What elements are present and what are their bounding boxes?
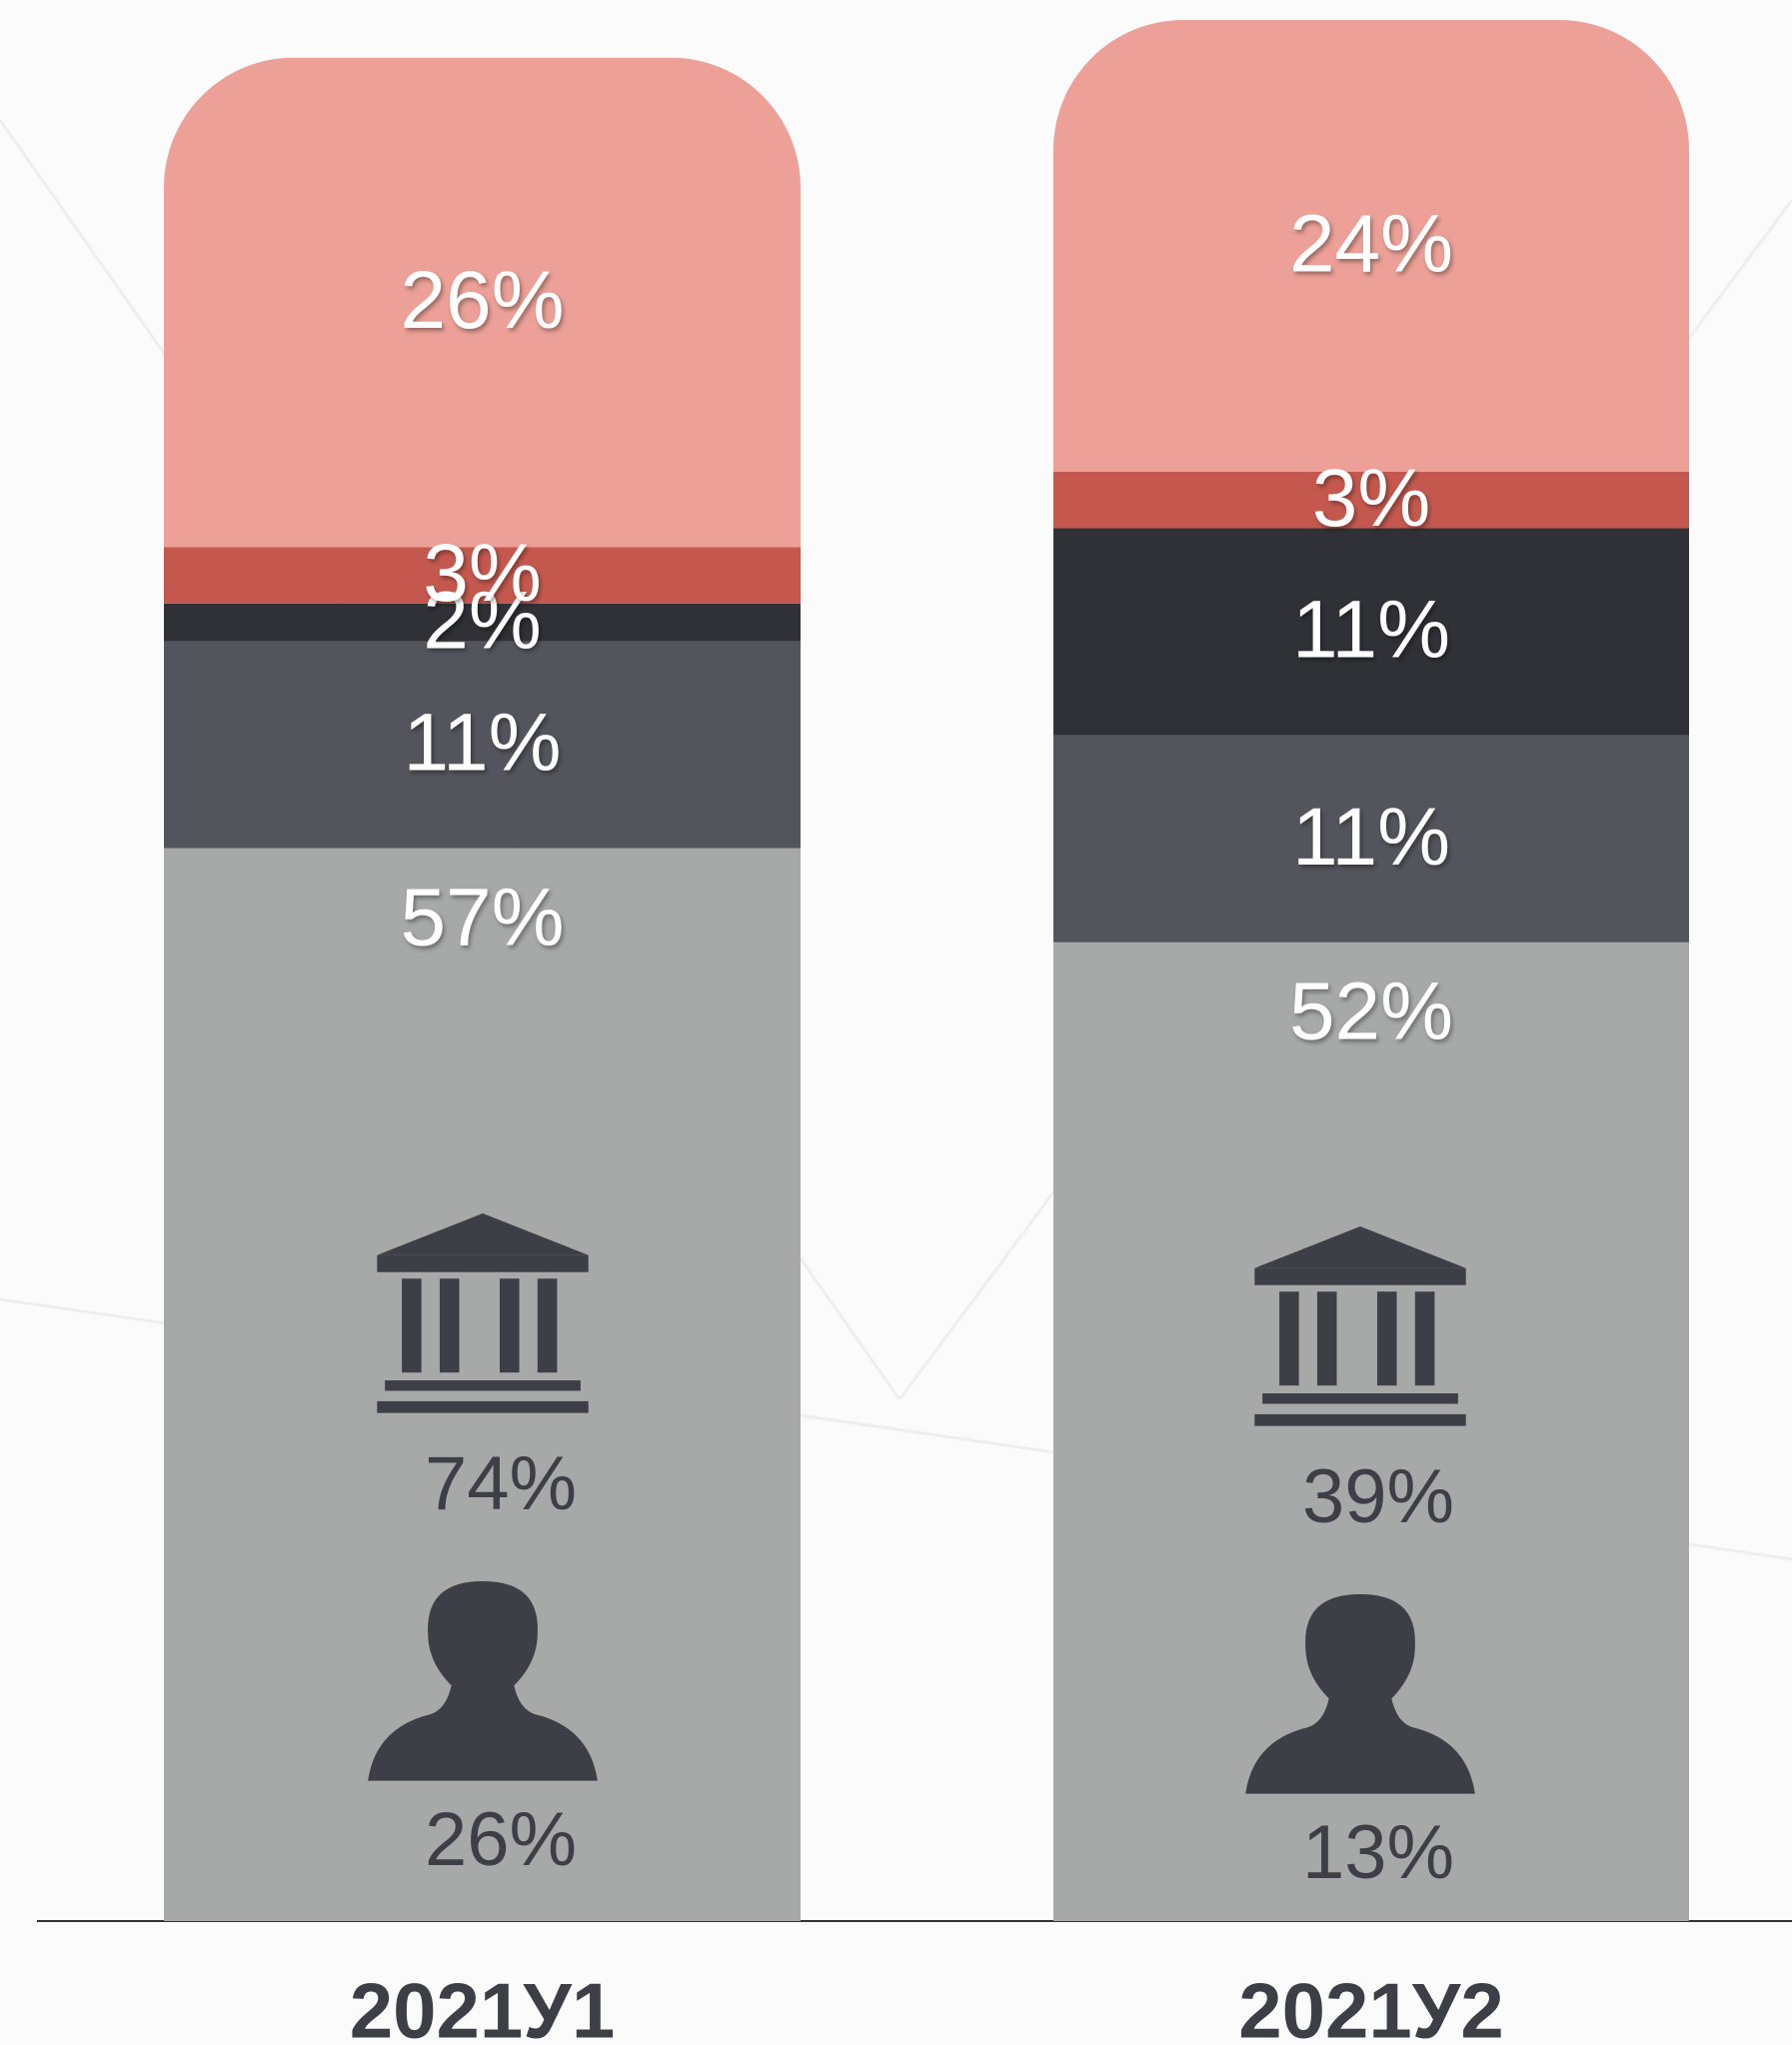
segment-label: 26% xyxy=(400,255,564,346)
person-icon xyxy=(1245,1594,1475,1794)
icon-part xyxy=(1254,1413,1466,1426)
segment-label: 3% xyxy=(423,528,542,619)
institution-icon xyxy=(1254,1226,1466,1426)
icon-part xyxy=(1262,1393,1458,1404)
segment-label: 2% xyxy=(423,575,542,666)
icon-roof xyxy=(377,1213,589,1255)
icon-column xyxy=(439,1278,460,1373)
icon-column xyxy=(499,1278,520,1373)
icon-part xyxy=(377,1400,589,1413)
icon-column xyxy=(1376,1291,1397,1386)
holder-label: 26% xyxy=(425,1797,577,1882)
segment-label: 24% xyxy=(1289,199,1453,290)
icon-part xyxy=(1254,1267,1466,1285)
icon-column xyxy=(402,1278,422,1373)
bar-segment xyxy=(1053,528,1689,736)
x-tick-label: 2021У1 xyxy=(350,1967,615,2045)
bar-segment xyxy=(1053,735,1689,943)
bar-segment xyxy=(1053,471,1689,529)
icon-column xyxy=(1316,1291,1337,1386)
x-tick-label: 2021У2 xyxy=(1238,1967,1503,2045)
bar-segment xyxy=(164,57,801,548)
icon-roof xyxy=(1254,1226,1466,1268)
segment-label: 3% xyxy=(1312,453,1431,544)
bar-segment xyxy=(164,547,801,604)
icon-column xyxy=(537,1278,558,1373)
bar-segment xyxy=(1053,20,1689,472)
institution-icon xyxy=(377,1213,589,1413)
person-icon xyxy=(368,1581,598,1781)
icon-person xyxy=(368,1581,598,1781)
holder-label: 13% xyxy=(1302,1810,1454,1895)
holder-label: 74% xyxy=(425,1441,577,1526)
segment-label: 11% xyxy=(1292,792,1450,883)
icon-person xyxy=(1245,1594,1475,1794)
icon-column xyxy=(1279,1291,1299,1386)
bar-segment xyxy=(164,603,801,642)
holder-label: 39% xyxy=(1302,1454,1454,1539)
icon-part xyxy=(385,1380,581,1391)
segment-label: 57% xyxy=(400,872,564,963)
segment-label: 11% xyxy=(403,698,561,789)
segment-label: 52% xyxy=(1289,966,1453,1056)
bar-segment xyxy=(164,641,801,849)
icon-column xyxy=(1414,1291,1435,1386)
icon-part xyxy=(377,1254,589,1272)
segment-label: 11% xyxy=(1292,585,1450,676)
